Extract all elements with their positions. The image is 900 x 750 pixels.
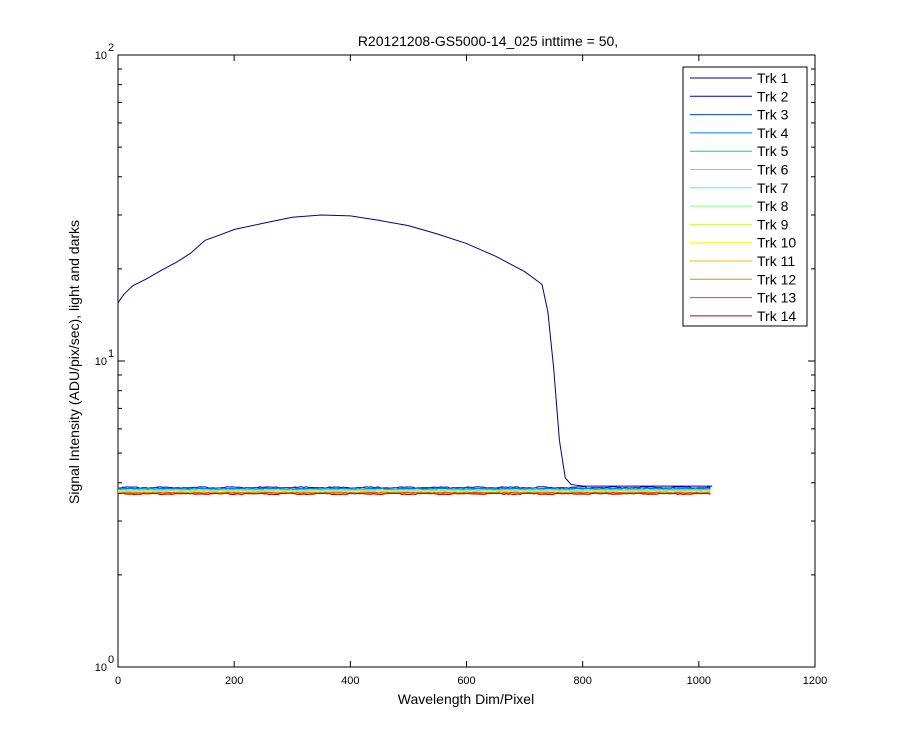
- chart-title: R20121208-GS5000-14_025 inttime = 50,: [358, 33, 618, 49]
- y-axis-title: Signal Intensity (ADU/pix/sec), light an…: [66, 220, 82, 504]
- legend-label: Trk 2: [757, 88, 789, 104]
- x-tick-label: 1200: [803, 675, 827, 687]
- series-line-trk-1: [117, 214, 713, 487]
- series-layer: [117, 214, 713, 496]
- x-tick-label: 0: [115, 675, 121, 687]
- y-tick-label-base: 10: [95, 50, 107, 62]
- legend-label: Trk 1: [757, 70, 789, 86]
- legend-items: Trk 1 Trk 2 Trk 3 Trk 4 Trk 5 Trk 6 Trk 7 Trk 8…: [690, 70, 796, 324]
- x-tick-label: 200: [225, 675, 243, 687]
- x-tick-label: 400: [341, 675, 359, 687]
- y-tick-label-base: 10: [95, 356, 107, 368]
- legend-label: Trk 8: [757, 198, 789, 214]
- legend: Trk 1 Trk 2 Trk 3 Trk 4 Trk 5 Trk 6 Trk 7 Trk 8…: [682, 66, 808, 327]
- legend-label: Trk 7: [757, 180, 789, 196]
- legend-label: Trk 9: [757, 216, 789, 232]
- x-tick-label: 800: [573, 675, 591, 687]
- legend-box: [682, 66, 808, 327]
- legend-label: Trk 10: [757, 235, 796, 251]
- legend-label: Trk 13: [757, 290, 796, 306]
- x-axis-title: Wavelength Dim/Pixel: [398, 691, 534, 707]
- legend-label: Trk 11: [757, 253, 795, 269]
- legend-label: Trk 3: [757, 107, 789, 123]
- y-tick-label-exponent: 0: [108, 654, 114, 666]
- y-tick-label-base: 10: [95, 662, 107, 674]
- series-line-trk-14: [118, 492, 711, 496]
- legend-label: Trk 4: [757, 125, 789, 141]
- x-tick-label: 600: [457, 675, 475, 687]
- x-tick-label: 1000: [687, 675, 711, 687]
- legend-label: Trk 5: [757, 143, 789, 159]
- y-tick-label-exponent: 1: [108, 348, 114, 360]
- y-tick-label-exponent: 2: [108, 42, 114, 54]
- legend-label: Trk 14: [757, 308, 796, 324]
- legend-label: Trk 12: [757, 271, 796, 287]
- legend-label: Trk 6: [757, 162, 789, 178]
